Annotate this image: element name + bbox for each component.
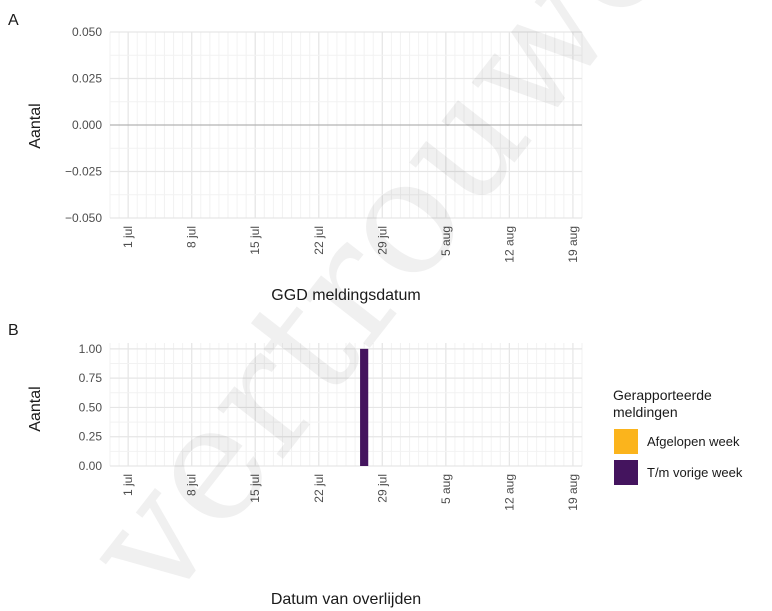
panel-b-x-tick-label: 12 aug <box>502 474 516 511</box>
legend-label: Afgelopen week <box>647 434 740 449</box>
panel-b-x-tick-label: 8 jul <box>185 474 199 496</box>
panel-a-y-tick-label: 0.025 <box>72 72 102 86</box>
panel-a-tag: A <box>8 12 19 29</box>
legend-label: T/m vorige week <box>647 465 743 480</box>
panel-b-y-axis-title: Aantal <box>27 386 44 431</box>
panel-a-x-tick-label: 22 jul <box>312 226 326 255</box>
panel-a-y-ticks: −0.050 −0.025 0.000 0.025 0.050 <box>65 25 102 225</box>
panel-a-grid <box>109 31 583 219</box>
panel-b-x-tick-label: 1 jul <box>121 474 135 496</box>
panel-a-y-tick-label: 0.000 <box>72 118 102 132</box>
panel-a-x-tick-label: 15 jul <box>248 226 262 255</box>
panel-a-y-tick-label: −0.025 <box>65 165 102 179</box>
panel-a-x-tick-label: 5 aug <box>439 226 453 256</box>
panel-b-y-tick-label: 0.00 <box>79 459 103 473</box>
panel-b: B 0.00 0.25 0.50 0.75 1.00 1 jul 8 jul 15 jul 2… <box>8 322 583 608</box>
panel-b-x-tick-label: 19 aug <box>566 474 580 511</box>
panel-b-bars <box>360 348 369 466</box>
panel-a-x-tick-label: 19 aug <box>566 226 580 263</box>
panel-a-x-tick-label: 8 jul <box>185 226 199 248</box>
legend-title: Gerapporteerde meldingen <box>613 387 716 420</box>
legend-swatch <box>614 460 638 485</box>
legend-title-line-2: meldingen <box>613 404 678 420</box>
panel-a: A −0.050 −0.025 0.000 0.025 0.050 1 jul 8 jul… <box>8 12 583 304</box>
panel-b-x-tick-label: 22 jul <box>312 474 326 503</box>
panel-a-y-tick-label: −0.050 <box>65 211 102 225</box>
panel-b-bar <box>360 348 369 466</box>
panel-b-y-ticks: 0.00 0.25 0.50 0.75 1.00 <box>79 342 103 473</box>
legend-swatch <box>614 429 638 454</box>
panel-b-x-tick-label: 29 jul <box>375 474 389 503</box>
panel-a-x-tick-label: 12 aug <box>502 226 516 263</box>
panel-b-y-tick-label: 1.00 <box>79 342 103 356</box>
panel-b-x-ticks: 1 jul 8 jul 15 jul 22 jul 29 jul 5 aug 12 aug 1… <box>121 474 580 511</box>
panel-b-x-axis-title: Datum van overlijden <box>271 591 421 608</box>
panel-b-x-tick-label: 15 jul <box>248 474 262 503</box>
legend-title-line-1: Gerapporteerde <box>613 387 712 403</box>
panel-b-y-tick-label: 0.25 <box>79 430 103 444</box>
panel-a-x-tick-label: 1 jul <box>121 226 135 248</box>
panel-a-y-axis-title: Aantal <box>27 103 44 148</box>
panel-a-x-axis-title: GGD meldingsdatum <box>271 287 420 304</box>
panel-a-x-ticks: 1 jul 8 jul 15 jul 22 jul 29 jul 5 aug 12 aug 1… <box>121 226 580 263</box>
panel-b-y-tick-label: 0.50 <box>79 400 103 414</box>
panel-b-y-tick-label: 0.75 <box>79 371 103 385</box>
legend: Gerapporteerde meldingen Afgelopen week T… <box>613 387 743 485</box>
panel-a-x-tick-label: 29 jul <box>375 226 389 255</box>
legend-items: Afgelopen week T/m vorige week <box>614 429 743 485</box>
panel-a-y-tick-label: 0.050 <box>72 25 102 39</box>
panel-b-x-tick-label: 5 aug <box>439 474 453 504</box>
panel-b-grid <box>109 343 583 467</box>
panel-b-tag: B <box>8 322 19 339</box>
